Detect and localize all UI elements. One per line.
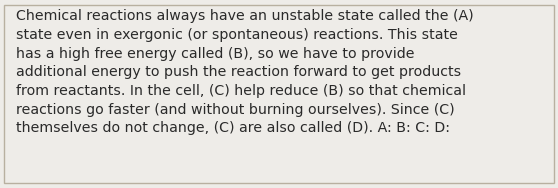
Text: Chemical reactions always have an unstable state called the (A)
state even in ex: Chemical reactions always have an unstab… [16,9,473,135]
FancyBboxPatch shape [4,5,554,183]
